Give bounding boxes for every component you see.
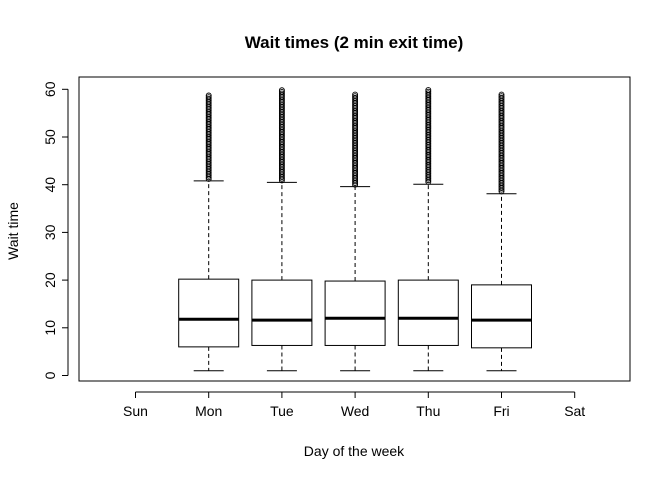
outlier-point bbox=[498, 93, 505, 100]
iqr-box bbox=[178, 278, 240, 348]
y-tick-label: 30 bbox=[42, 224, 58, 240]
y-tick-label: 40 bbox=[42, 177, 58, 193]
x-tick-label-thu: Thu bbox=[416, 403, 440, 419]
x-tick-label-sun: Sun bbox=[123, 403, 148, 419]
outlier-point bbox=[278, 90, 285, 97]
y-tick-label: 10 bbox=[42, 320, 58, 336]
outlier-point bbox=[352, 94, 359, 101]
outlier-points bbox=[205, 92, 212, 182]
box-group bbox=[178, 87, 532, 372]
y-tick-label: 0 bbox=[42, 371, 58, 379]
x-tick-label-mon: Mon bbox=[195, 403, 222, 419]
outlier-points bbox=[278, 87, 285, 184]
plot-frame bbox=[78, 76, 631, 382]
x-axis: Sun Mon Tue Wed Thu Fri Sat bbox=[123, 391, 585, 419]
box-wed bbox=[324, 91, 386, 372]
y-tick-label: 60 bbox=[42, 81, 58, 97]
outlier-point bbox=[352, 91, 359, 98]
x-tick-label-sat: Sat bbox=[564, 403, 585, 419]
outlier-point bbox=[205, 95, 212, 102]
y-tick-label: 50 bbox=[42, 129, 58, 145]
outlier-point bbox=[498, 91, 505, 98]
box-thu bbox=[397, 87, 459, 372]
outlier-point bbox=[498, 94, 505, 101]
box-mon bbox=[178, 92, 240, 372]
iqr-box bbox=[397, 279, 459, 346]
outlier-point bbox=[425, 87, 432, 93]
chart-title: Wait times (2 min exit time) bbox=[245, 33, 464, 52]
outlier-point bbox=[425, 88, 432, 95]
box-tue bbox=[251, 87, 313, 372]
x-tick-label-tue: Tue bbox=[270, 403, 294, 419]
outlier-point bbox=[278, 88, 285, 95]
outlier-point bbox=[205, 94, 212, 101]
outlier-points bbox=[352, 91, 359, 188]
outlier-point bbox=[352, 93, 359, 100]
outlier-points bbox=[498, 91, 505, 195]
y-axis: 0 10 20 30 40 50 60 bbox=[42, 81, 69, 379]
iqr-box bbox=[251, 279, 313, 346]
outlier-point bbox=[278, 87, 285, 94]
outlier-point bbox=[425, 90, 432, 97]
x-axis-label: Day of the week bbox=[304, 443, 405, 459]
y-tick-label: 20 bbox=[42, 272, 58, 288]
iqr-box bbox=[471, 284, 532, 349]
y-axis-label: Wait time bbox=[5, 202, 21, 260]
outlier-point bbox=[205, 92, 212, 99]
box-fri bbox=[471, 91, 532, 372]
iqr-box bbox=[324, 280, 386, 346]
x-tick-label-fri: Fri bbox=[493, 403, 509, 419]
outlier-points bbox=[425, 87, 432, 185]
x-tick-label-wed: Wed bbox=[341, 403, 370, 419]
